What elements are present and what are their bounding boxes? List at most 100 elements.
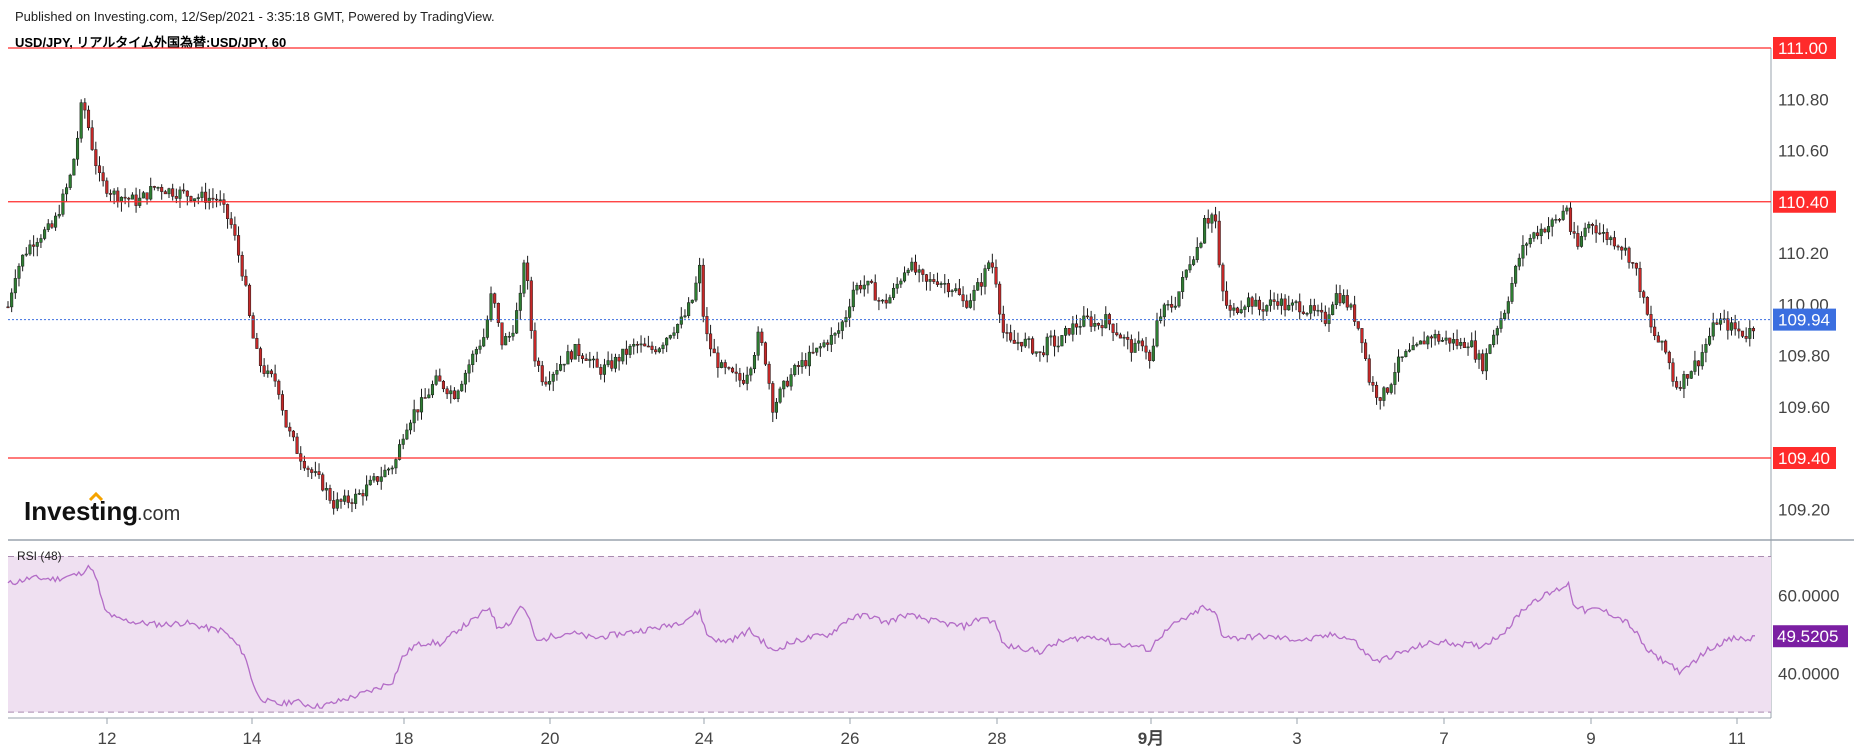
candle-up — [1521, 245, 1525, 259]
candle-up — [1268, 299, 1272, 306]
candle-down — [1678, 387, 1682, 389]
candle-up — [72, 158, 76, 176]
candle-up — [848, 306, 852, 318]
candle-up — [463, 372, 467, 385]
price-axis: 110.80110.60110.20110.00109.80109.60109.… — [1773, 37, 1836, 519]
candle-up — [855, 285, 859, 291]
candle-down — [1715, 322, 1719, 325]
candle-down — [1378, 397, 1382, 401]
candle-down — [50, 223, 54, 228]
candle-up — [1316, 309, 1320, 312]
candle-down — [738, 373, 742, 381]
candle-up — [1082, 315, 1086, 327]
candle-down — [1568, 207, 1573, 232]
candle-up — [888, 297, 892, 304]
candle-up — [1404, 351, 1408, 357]
candle-down — [1009, 332, 1013, 341]
rsi-current-label: 49.5205 — [1777, 627, 1838, 646]
candle-down — [624, 348, 628, 355]
level-price-label: 111.00 — [1778, 39, 1827, 58]
candle-down — [317, 471, 321, 475]
candle-up — [665, 337, 669, 346]
candle-up — [895, 283, 899, 289]
price-tick-label: 109.80 — [1778, 347, 1830, 366]
time-tick-label: 9月 — [1138, 729, 1164, 748]
candle-up — [394, 459, 398, 469]
candle-up — [1239, 309, 1243, 314]
candle-up — [1514, 265, 1518, 284]
candle-down — [291, 430, 295, 438]
candle-up — [818, 346, 822, 349]
candle-up — [690, 299, 694, 303]
candle-up — [64, 187, 69, 195]
candle-down — [811, 351, 815, 354]
candle-down — [105, 180, 109, 194]
candle-down — [416, 409, 420, 413]
candle-down — [1257, 299, 1262, 310]
candle-up — [1503, 312, 1507, 319]
candle-down — [339, 499, 343, 502]
candle-down — [423, 397, 427, 399]
candle-up — [324, 488, 328, 491]
candle-up — [1426, 336, 1430, 345]
candle-down — [1115, 332, 1119, 336]
candle-down — [1590, 224, 1595, 226]
candle-down — [1338, 293, 1342, 304]
candle-up — [829, 334, 833, 345]
candle-up — [75, 137, 80, 160]
candle-up — [1510, 283, 1514, 302]
candle-up — [518, 292, 522, 311]
candle-down — [1074, 323, 1079, 328]
candle-down — [635, 344, 639, 346]
candle-down — [998, 283, 1002, 315]
candle-down — [83, 102, 87, 111]
candle-up — [112, 190, 116, 195]
candle-down — [1375, 384, 1379, 398]
candle-up — [822, 342, 826, 347]
candle-down — [646, 345, 650, 348]
rsi-tick-label: 60.0000 — [1778, 586, 1839, 605]
candle-up — [365, 484, 369, 497]
candle-up — [602, 364, 607, 375]
candle-down — [1726, 318, 1730, 331]
candle-down — [643, 343, 647, 347]
candle-down — [185, 190, 189, 197]
candle-down — [1631, 262, 1635, 264]
candle-up — [79, 102, 83, 139]
candle-down — [1675, 381, 1679, 388]
chart-symbol-title: USD/JPY, リアルタイム外国為替:USD/JPY, 60 — [15, 35, 287, 50]
candle-down — [994, 266, 998, 285]
candle-up — [837, 330, 841, 334]
rsi-band — [8, 556, 1771, 713]
candle-down — [540, 365, 544, 383]
candle-down — [741, 379, 746, 384]
candle-up — [1254, 299, 1258, 307]
candle-down — [1111, 323, 1115, 333]
candle-up — [1188, 264, 1192, 271]
candle-up — [891, 287, 896, 298]
candle-up — [752, 354, 757, 370]
candle-up — [1444, 337, 1448, 341]
candle-down — [1320, 309, 1324, 313]
candle-up — [1382, 387, 1386, 401]
price-tick-label: 110.60 — [1778, 142, 1829, 161]
candle-up — [434, 375, 438, 385]
candle-down — [859, 285, 863, 290]
candle-up — [478, 345, 482, 350]
candle-up — [555, 370, 559, 375]
candle-up — [1133, 342, 1137, 353]
candle-down — [350, 502, 354, 504]
candle-down — [240, 255, 244, 277]
candle-down — [204, 191, 208, 203]
candle-down — [500, 322, 504, 346]
candle-down — [1126, 336, 1130, 340]
candle-down — [1089, 316, 1093, 327]
candle-up — [449, 390, 453, 395]
candle-down — [1671, 362, 1675, 382]
candle-up — [354, 493, 358, 504]
candle-down — [174, 196, 178, 199]
candle-up — [1199, 242, 1203, 248]
candle-up — [968, 300, 972, 308]
candle-up — [1718, 318, 1723, 325]
